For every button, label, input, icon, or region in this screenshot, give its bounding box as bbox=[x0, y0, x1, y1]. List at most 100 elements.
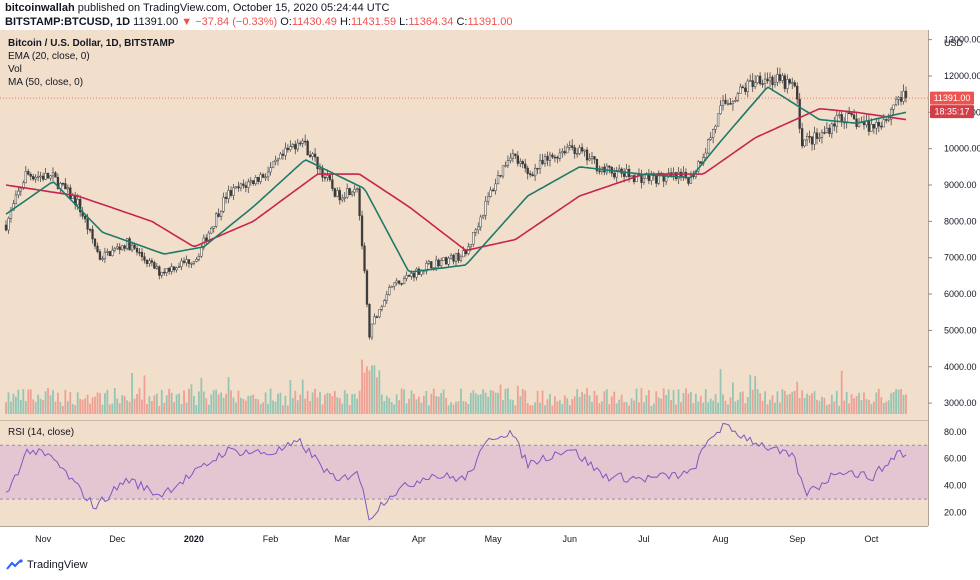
candle-body bbox=[415, 268, 418, 278]
candle-body bbox=[744, 87, 747, 92]
volume-bar bbox=[180, 404, 183, 414]
candle-body bbox=[479, 216, 482, 228]
tradingview-logo-icon bbox=[6, 559, 23, 570]
volume-bar bbox=[200, 378, 203, 414]
volume-bar bbox=[504, 388, 507, 414]
candle-body bbox=[284, 147, 287, 156]
volume-bar bbox=[217, 394, 220, 414]
ohlc-line: BITSTAMP:BTCUSD, 1D 11391.00 ▼ −37.84 (−… bbox=[5, 16, 513, 28]
volume-bar bbox=[791, 391, 794, 414]
candle-body bbox=[39, 175, 42, 178]
volume-bar bbox=[415, 399, 418, 414]
volume-bar bbox=[583, 394, 586, 414]
candle-body bbox=[618, 168, 621, 171]
volume-bar bbox=[865, 399, 868, 414]
volume-bar bbox=[49, 395, 52, 414]
candle-body bbox=[234, 186, 238, 189]
volume-bar bbox=[304, 398, 307, 414]
volume-bar bbox=[561, 404, 564, 414]
volume-bar bbox=[516, 385, 519, 414]
candle-body bbox=[469, 243, 472, 248]
candle-body bbox=[195, 259, 198, 262]
volume-bar bbox=[645, 395, 648, 414]
candle-body bbox=[605, 165, 608, 173]
candle-body bbox=[172, 266, 176, 271]
volume-bar bbox=[596, 395, 598, 414]
candle-body bbox=[331, 179, 334, 189]
volume-bar bbox=[420, 402, 423, 414]
candle-body bbox=[904, 90, 908, 99]
candle-body bbox=[412, 273, 416, 278]
volume-bar bbox=[108, 404, 111, 414]
tradingview-logo[interactable]: TradingView bbox=[6, 559, 88, 571]
volume-bar bbox=[761, 400, 764, 414]
candle-body bbox=[482, 214, 485, 218]
volume-bar bbox=[437, 396, 440, 414]
volume-bar bbox=[556, 401, 559, 414]
volume-bar bbox=[121, 395, 124, 414]
candle-body bbox=[890, 109, 893, 120]
candle-body bbox=[568, 145, 571, 148]
volume-bar bbox=[299, 394, 302, 414]
volume-bar bbox=[905, 394, 907, 414]
volume-bar bbox=[850, 394, 853, 414]
volume-bar bbox=[230, 390, 232, 414]
time-axis[interactable]: Nov Dec 2020 Feb Mar Apr May Jun Jul Aug Sep Oct bbox=[35, 534, 879, 544]
volume-bar bbox=[383, 401, 386, 414]
candle-body bbox=[551, 154, 554, 158]
countdown-tag-bg bbox=[930, 105, 974, 119]
candle-body bbox=[143, 256, 146, 261]
candle-body bbox=[41, 175, 45, 180]
volume-bar bbox=[712, 400, 715, 414]
candle-body bbox=[877, 122, 880, 127]
volume-bar bbox=[338, 398, 341, 414]
candle-body bbox=[395, 280, 398, 284]
candle-body bbox=[66, 187, 69, 190]
volume-bar bbox=[588, 395, 591, 414]
volume-bar bbox=[413, 394, 415, 414]
candle-body bbox=[440, 260, 443, 267]
candle-body bbox=[556, 156, 559, 159]
volume-bar bbox=[294, 390, 297, 414]
candle-body bbox=[116, 246, 119, 249]
volume-bar bbox=[835, 390, 838, 414]
volume-bar bbox=[818, 400, 821, 414]
candle-body bbox=[538, 159, 542, 169]
volume-bar bbox=[746, 397, 749, 414]
candle-body bbox=[459, 256, 463, 261]
author-name[interactable]: bitcoinwallah bbox=[5, 2, 75, 14]
volume-bar bbox=[600, 401, 603, 414]
volume-bar bbox=[833, 401, 836, 414]
volume-bar bbox=[539, 402, 541, 414]
candle-body bbox=[279, 153, 282, 160]
volume-bar bbox=[460, 388, 462, 414]
volume-bar bbox=[378, 370, 381, 414]
volume-bar bbox=[341, 403, 344, 414]
volume-bar bbox=[549, 394, 551, 414]
candle-body bbox=[721, 99, 725, 106]
candle-body bbox=[899, 97, 903, 102]
candle-body bbox=[880, 125, 883, 128]
volume-bar bbox=[225, 393, 227, 414]
candle-body bbox=[519, 161, 522, 164]
volume-bar bbox=[10, 401, 12, 414]
volume-bar bbox=[776, 391, 779, 414]
volume-bar bbox=[274, 401, 277, 414]
candle-body bbox=[83, 216, 87, 220]
candle-body bbox=[541, 159, 544, 164]
volume-bar bbox=[687, 393, 690, 414]
volume-bar bbox=[42, 400, 44, 414]
volume-bar bbox=[900, 389, 902, 414]
candle-body bbox=[304, 140, 307, 143]
volume-bar bbox=[469, 392, 472, 414]
rsi-axis: 80.00 60.00 40.00 20.00 bbox=[944, 427, 967, 518]
price-chart[interactable]: Bitcoin / U.S. Dollar, 1D, BITSTAMP EMA … bbox=[0, 30, 980, 550]
candle-body bbox=[323, 176, 327, 179]
candle-body bbox=[583, 149, 586, 152]
volume-bar bbox=[764, 391, 766, 414]
volume-bar bbox=[497, 392, 499, 414]
rsi-tick-label: 40.00 bbox=[944, 481, 967, 491]
candle-body bbox=[153, 262, 156, 269]
candle-body bbox=[766, 78, 769, 82]
volume-bar bbox=[430, 393, 433, 414]
